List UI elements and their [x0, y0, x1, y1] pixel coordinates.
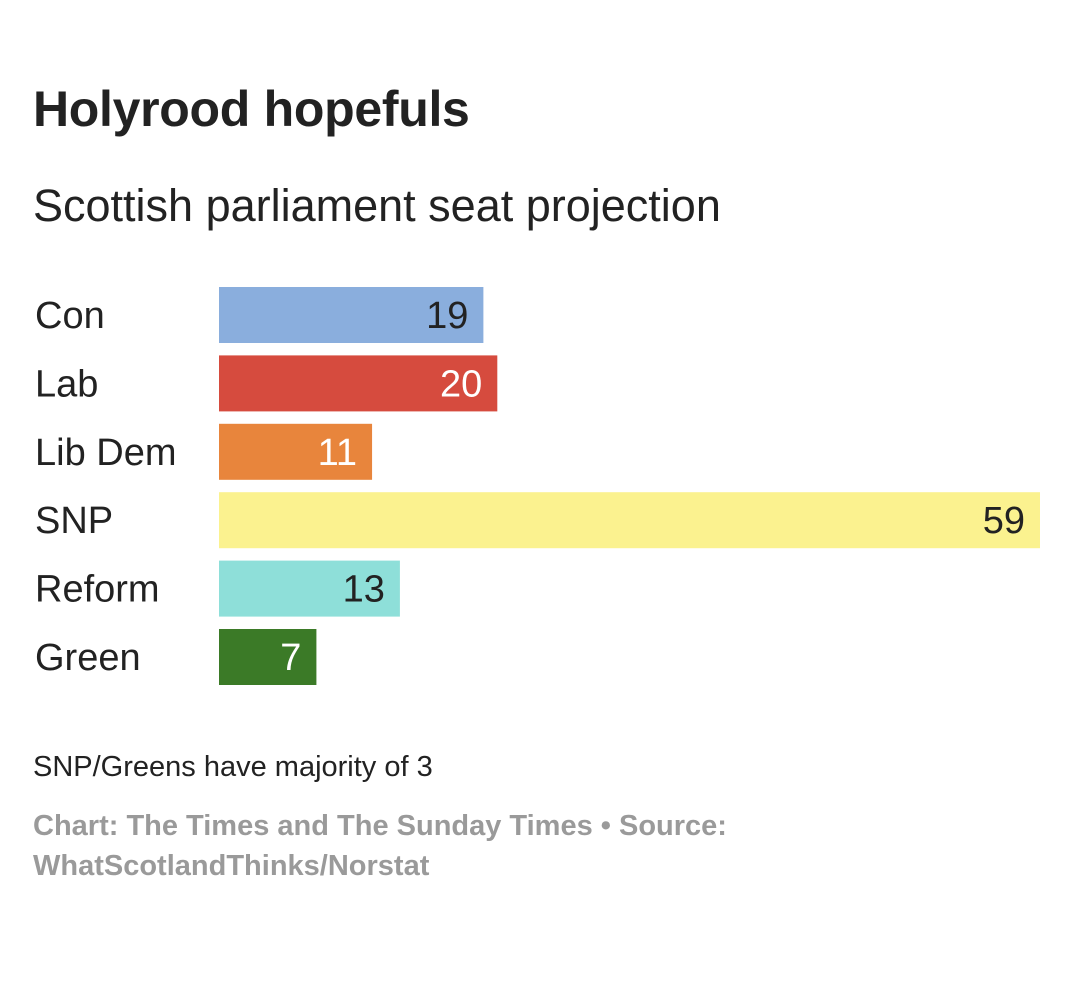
- category-label-lib-dem: Lib Dem: [35, 432, 177, 474]
- bar-chart: Con 19 Lab 20 Lib Dem 11 SNP 59 Reform 13 Green 7: [35, 287, 1040, 685]
- bar-reform: [219, 560, 400, 617]
- category-label-con: Con: [35, 295, 105, 337]
- bar-snp: [219, 492, 1040, 549]
- value-label-reform: 13: [343, 569, 385, 611]
- category-label-green: Green: [35, 637, 141, 679]
- value-label-lib-dem: 11: [318, 432, 357, 474]
- chart-credit: Chart: The Times and The Sunday Times • …: [33, 810, 727, 882]
- bar-lib-dem: [219, 423, 373, 480]
- category-label-reform: Reform: [35, 569, 160, 611]
- bar-con: [219, 287, 484, 343]
- chart-subtitle: Scottish parliament seat projection: [33, 180, 721, 231]
- category-label-lab: Lab: [35, 363, 98, 405]
- category-label-snp: SNP: [35, 500, 113, 542]
- value-label-con: 19: [426, 295, 468, 337]
- value-label-lab: 20: [440, 363, 482, 405]
- chart-title: Holyrood hopefuls: [33, 81, 470, 137]
- value-label-green: 7: [280, 637, 301, 679]
- chart-note: SNP/Greens have majority of 3: [33, 751, 433, 783]
- value-label-snp: 59: [983, 500, 1025, 542]
- bar-lab: [219, 355, 498, 412]
- bar-green: [219, 629, 317, 685]
